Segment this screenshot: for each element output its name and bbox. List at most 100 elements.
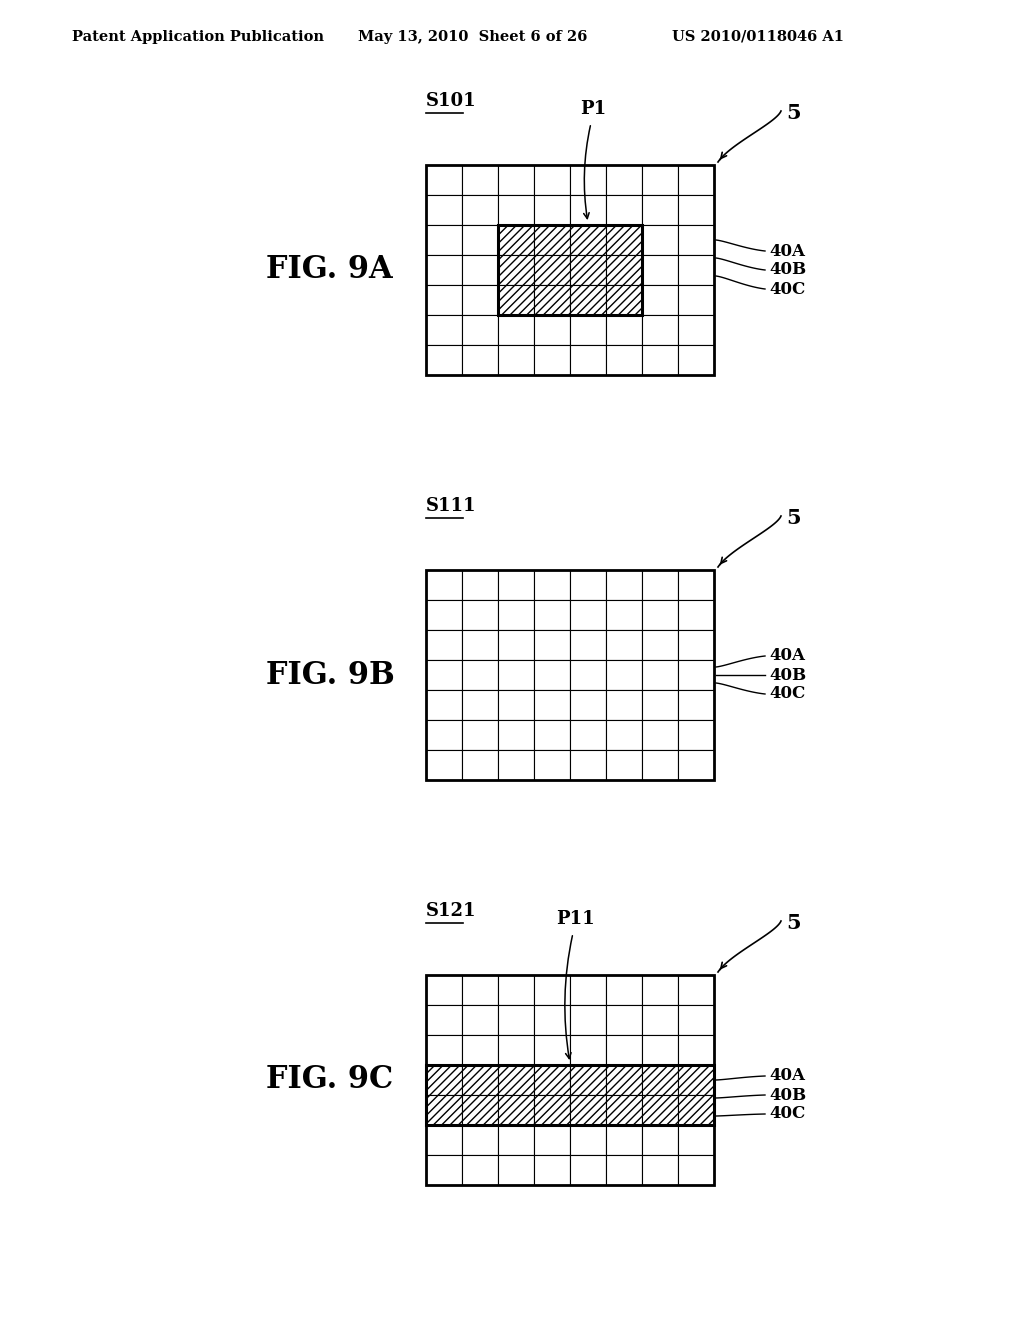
Bar xyxy=(534,690,570,719)
Bar xyxy=(534,719,570,750)
Text: Patent Application Publication: Patent Application Publication xyxy=(72,30,324,44)
Bar xyxy=(678,660,714,690)
Bar xyxy=(498,660,534,690)
Bar xyxy=(426,255,462,285)
Bar xyxy=(678,570,714,601)
Bar xyxy=(462,601,498,630)
Bar xyxy=(678,601,714,630)
Bar xyxy=(462,224,498,255)
Bar xyxy=(606,690,642,719)
Bar xyxy=(642,660,678,690)
Text: 40B: 40B xyxy=(769,1086,806,1104)
Bar xyxy=(426,1035,462,1065)
Bar xyxy=(570,345,606,375)
Bar xyxy=(570,719,606,750)
Bar xyxy=(534,165,570,195)
Bar xyxy=(678,224,714,255)
Bar xyxy=(570,195,606,224)
Text: May 13, 2010  Sheet 6 of 26: May 13, 2010 Sheet 6 of 26 xyxy=(358,30,588,44)
Text: FIG. 9B: FIG. 9B xyxy=(266,660,394,690)
Bar xyxy=(606,285,642,315)
Bar xyxy=(642,570,678,601)
Bar xyxy=(570,224,606,255)
Bar xyxy=(678,975,714,1005)
Bar xyxy=(642,1125,678,1155)
Text: 40B: 40B xyxy=(769,667,806,684)
Text: US 2010/0118046 A1: US 2010/0118046 A1 xyxy=(672,30,844,44)
Bar xyxy=(678,345,714,375)
Bar xyxy=(642,719,678,750)
Bar xyxy=(534,1065,570,1096)
Bar xyxy=(642,1035,678,1065)
Text: 40A: 40A xyxy=(769,648,805,664)
Bar xyxy=(534,1125,570,1155)
Bar xyxy=(678,255,714,285)
Bar xyxy=(462,255,498,285)
Bar xyxy=(462,975,498,1005)
Text: FIG. 9A: FIG. 9A xyxy=(266,255,392,285)
Bar xyxy=(534,975,570,1005)
Bar xyxy=(606,1096,642,1125)
Bar xyxy=(678,315,714,345)
Bar xyxy=(462,570,498,601)
Bar xyxy=(462,1005,498,1035)
Bar xyxy=(498,285,534,315)
Bar xyxy=(642,975,678,1005)
Bar xyxy=(498,1065,534,1096)
Bar xyxy=(534,1005,570,1035)
Bar xyxy=(498,690,534,719)
Bar xyxy=(426,975,714,1185)
Bar xyxy=(570,1096,606,1125)
Bar xyxy=(426,345,462,375)
Bar xyxy=(678,165,714,195)
Bar xyxy=(462,690,498,719)
Bar xyxy=(606,165,642,195)
Text: 40A: 40A xyxy=(769,243,805,260)
Bar xyxy=(570,315,606,345)
Bar xyxy=(570,1035,606,1065)
Bar xyxy=(426,285,462,315)
Bar xyxy=(426,1065,462,1096)
Bar xyxy=(606,975,642,1005)
Bar xyxy=(462,195,498,224)
Bar xyxy=(534,1096,570,1125)
Text: 40C: 40C xyxy=(769,1106,805,1122)
Bar xyxy=(642,750,678,780)
Bar xyxy=(426,1155,462,1185)
Bar xyxy=(570,165,606,195)
Bar xyxy=(462,750,498,780)
Text: 40C: 40C xyxy=(769,281,805,297)
Bar xyxy=(534,1035,570,1065)
Bar xyxy=(606,750,642,780)
Bar xyxy=(498,630,534,660)
Bar xyxy=(678,690,714,719)
Bar xyxy=(606,224,642,255)
Bar xyxy=(642,1065,678,1096)
Bar xyxy=(498,719,534,750)
Bar xyxy=(498,1035,534,1065)
Text: 5: 5 xyxy=(786,508,801,528)
Bar xyxy=(426,165,462,195)
Bar xyxy=(426,630,462,660)
Bar xyxy=(606,1065,642,1096)
Bar xyxy=(570,690,606,719)
Bar xyxy=(678,1035,714,1065)
Bar xyxy=(606,1005,642,1035)
Bar xyxy=(534,315,570,345)
Bar xyxy=(426,975,462,1005)
Bar xyxy=(642,285,678,315)
Text: 40B: 40B xyxy=(769,261,806,279)
Bar xyxy=(426,570,714,780)
Bar xyxy=(426,570,462,601)
Text: 5: 5 xyxy=(786,913,801,933)
Bar xyxy=(678,1065,714,1096)
Bar xyxy=(570,570,606,601)
Bar xyxy=(462,719,498,750)
Bar xyxy=(642,1005,678,1035)
Bar xyxy=(642,1096,678,1125)
Bar xyxy=(462,660,498,690)
Text: S121: S121 xyxy=(426,902,476,920)
Bar xyxy=(606,255,642,285)
Bar xyxy=(426,1125,462,1155)
Bar xyxy=(534,255,570,285)
